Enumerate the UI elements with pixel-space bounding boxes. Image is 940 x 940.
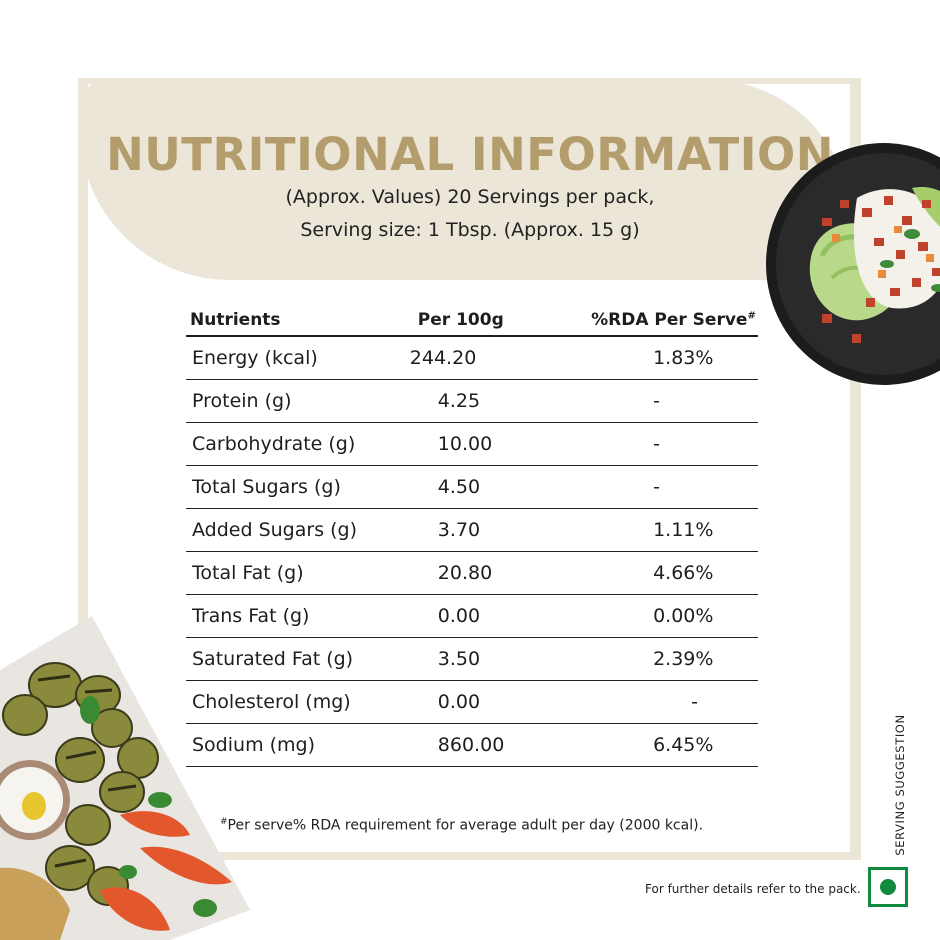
nutrient-name: Total Sugars (g): [186, 465, 398, 509]
nutrient-name: Sodium (mg): [186, 723, 398, 767]
footnote-mark: #: [220, 817, 228, 827]
table-row: Cholesterol (mg) 0.00 -: [186, 680, 758, 724]
nutrient-name: Added Sugars (g): [186, 508, 398, 552]
veg-symbol-icon: [868, 867, 908, 907]
per-100g-value: 3.50: [397, 637, 562, 681]
per-100g-value: 0.00: [397, 680, 562, 724]
per-100g-value: 10.00: [397, 422, 562, 466]
rda-value: -: [561, 379, 758, 423]
nutrient-name: Cholesterol (mg): [186, 680, 398, 724]
table-row: Carbohydrate (g) 10.00 -: [186, 422, 758, 466]
serving-suggestion-label: SERVING SUGGESTION: [893, 714, 907, 856]
rda-value: -: [561, 680, 758, 724]
table-row: Protein (g) 4.25 -: [186, 379, 758, 423]
table-row: Total Fat (g) 20.80 4.66%: [186, 551, 758, 595]
table-header-row: Nutrients Per 100g %RDA Per Serve#: [186, 305, 758, 337]
table-row: Saturated Fat (g) 3.50 2.39%: [186, 637, 758, 681]
per-100g-value: 3.70: [397, 508, 562, 552]
grilled-vegetables-image: [0, 616, 250, 940]
header-blob: [80, 80, 850, 280]
table-row: Total Sugars (g) 4.50 -: [186, 465, 758, 509]
nutrient-name: Trans Fat (g): [186, 594, 398, 638]
salad-bowl-image: [766, 143, 940, 385]
table-row: Added Sugars (g) 3.70 1.11%: [186, 508, 758, 552]
rda-value: -: [561, 465, 758, 509]
rda-value: 1.11%: [561, 508, 758, 552]
per-100g-value: 4.25: [397, 379, 562, 423]
subtitle-serving-size: Serving size: 1 Tbsp. (Approx. 15 g): [300, 219, 640, 241]
rda-footnote-mark: #: [747, 310, 756, 322]
footnote-text: Per serve% RDA requirement for average a…: [227, 817, 704, 834]
nutrient-name: Total Fat (g): [186, 551, 398, 595]
per-100g-value: 244.20: [397, 336, 562, 380]
nutrition-table: Nutrients Per 100g %RDA Per Serve# Energ…: [186, 305, 758, 767]
subtitle-servings: (Approx. Values) 20 Servings per pack,: [285, 186, 655, 208]
column-header-nutrients: Nutrients: [186, 305, 398, 337]
nutrient-name: Carbohydrate (g): [186, 422, 398, 466]
column-header-rda: %RDA Per Serve#: [561, 305, 758, 337]
rda-value: 0.00%: [561, 594, 758, 638]
nutrient-name: Protein (g): [186, 379, 398, 423]
per-100g-value: 0.00: [397, 594, 562, 638]
rda-value: 4.66%: [561, 551, 758, 595]
per-100g-value: 20.80: [397, 551, 562, 595]
per-100g-value: 860.00: [397, 723, 562, 767]
table-row: Energy (kcal) 244.20 1.83%: [186, 336, 758, 380]
page-title: NUTRITIONAL INFORMATION: [106, 128, 834, 181]
further-details-note: For further details refer to the pack.: [645, 882, 861, 896]
per-100g-value: 4.50: [397, 465, 562, 509]
table-row: Trans Fat (g) 0.00 0.00%: [186, 594, 758, 638]
rda-value: 1.83%: [561, 336, 758, 380]
rda-value: -: [561, 422, 758, 466]
rda-value: 2.39%: [561, 637, 758, 681]
rda-value: 6.45%: [561, 723, 758, 767]
table-row: Sodium (mg) 860.00 6.45%: [186, 723, 758, 767]
column-header-per-100g: Per 100g: [397, 305, 562, 337]
nutrient-name: Saturated Fat (g): [186, 637, 398, 681]
nutrient-name: Energy (kcal): [186, 336, 398, 380]
rda-footnote: #Per serve% RDA requirement for average …: [220, 817, 703, 834]
